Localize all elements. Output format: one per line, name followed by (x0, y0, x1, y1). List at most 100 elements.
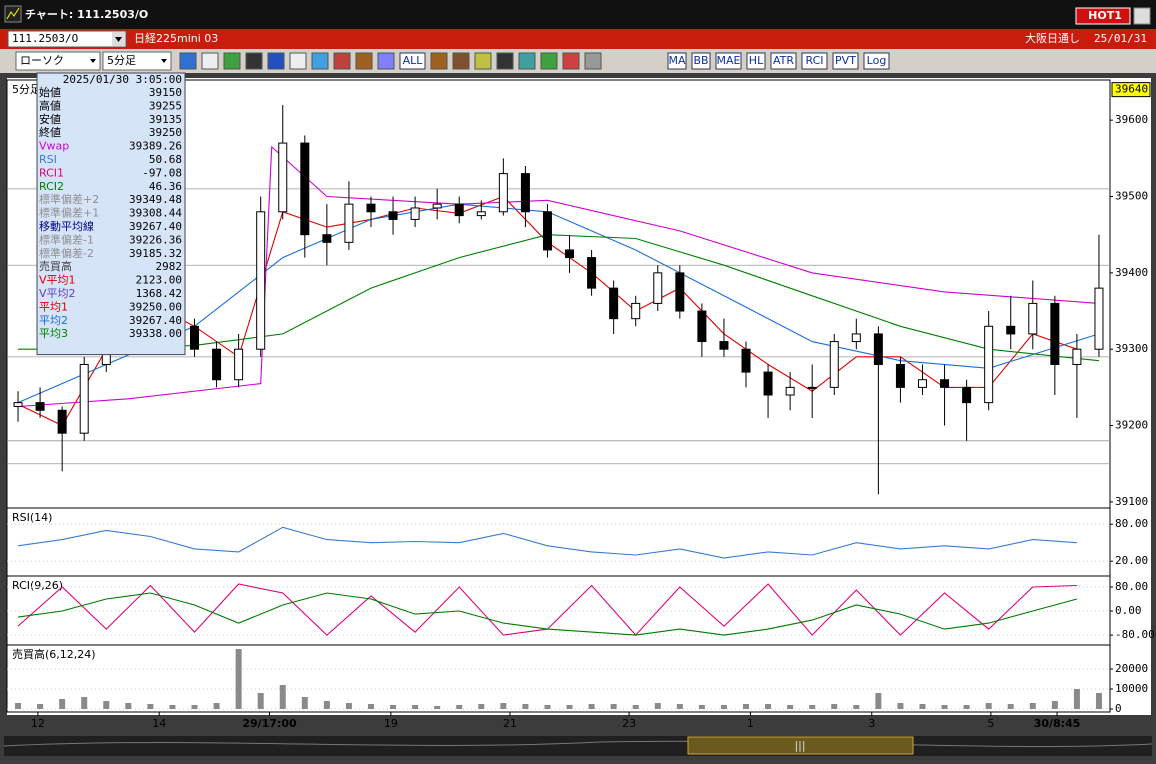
tool-icon[interactable] (179, 52, 197, 70)
tool-button[interactable] (691, 52, 711, 70)
tool-button[interactable] (399, 52, 426, 70)
hot-button[interactable] (1075, 7, 1131, 25)
interval-select[interactable] (102, 51, 172, 71)
session-date: 25/01/31 (1094, 32, 1147, 45)
tool-button-label[interactable]: Log (867, 54, 887, 67)
y-tick-label: 39200 (1115, 419, 1148, 432)
tool-button[interactable] (770, 52, 797, 70)
candle-body (763, 371, 773, 396)
tool-button-label[interactable]: MA (668, 54, 685, 67)
scroll-thumb[interactable] (687, 736, 914, 755)
code-text[interactable]: 111.2503/O (12, 32, 78, 45)
x-tick-label: 12 (31, 717, 45, 730)
tool-button[interactable] (801, 52, 828, 70)
y-tick-label: 39500 (1115, 190, 1148, 203)
candle-body (212, 348, 222, 381)
volume-bar (566, 705, 573, 709)
candle-body (741, 348, 751, 373)
volume-bar (698, 705, 705, 709)
hot-button-label[interactable]: HOT1 (1088, 9, 1122, 22)
info-label: 売買高 (39, 259, 72, 273)
tool-icon[interactable] (333, 52, 351, 70)
volume-bar (169, 705, 176, 709)
info-label: RCI2 (39, 180, 64, 193)
tool-icon[interactable] (474, 52, 492, 70)
tool-icon[interactable] (562, 52, 580, 70)
tool-button-label[interactable]: HL (749, 54, 764, 67)
y-tick-label: 20000 (1115, 662, 1148, 675)
indicator-line (17, 526, 1077, 559)
info-label: 移動平均線 (39, 219, 94, 233)
tool-button[interactable] (746, 52, 766, 70)
tool-icon[interactable] (496, 52, 514, 70)
volume-bar (1095, 693, 1102, 709)
info-value: 39185.32 (129, 247, 182, 260)
tool-icon[interactable] (355, 52, 373, 70)
style-text[interactable]: ローソク (20, 54, 64, 67)
volume-bar (37, 704, 44, 709)
info-label: 標準偏差+2 (39, 192, 99, 206)
candle-body (190, 325, 200, 350)
info-label: 終値 (39, 125, 61, 139)
close-button[interactable] (1133, 7, 1151, 25)
volume-bar (919, 704, 926, 709)
info-value: 46.36 (149, 180, 182, 193)
tool-button-label[interactable]: RCI (805, 54, 823, 67)
candle-body (234, 348, 244, 381)
tool-icon[interactable] (289, 52, 307, 70)
info-value: 39338.00 (129, 327, 182, 340)
tool-icon[interactable] (518, 52, 536, 70)
volume-bar (610, 704, 617, 709)
tool-button[interactable] (715, 52, 742, 70)
candle-body (366, 203, 376, 213)
tool-icon[interactable] (201, 52, 219, 70)
tool-icon[interactable] (245, 52, 263, 70)
tool-button-label[interactable]: PVT (835, 54, 856, 67)
tool-button[interactable] (863, 52, 890, 70)
info-value: 2123.00 (136, 274, 182, 287)
candle-body (653, 272, 663, 304)
x-tick-label: 21 (503, 717, 517, 730)
x-tick-label: 30/8:45 (1034, 717, 1081, 730)
tool-button-label[interactable]: ALL (403, 54, 424, 67)
tool-icon[interactable] (430, 52, 448, 70)
tool-button-label[interactable]: MAE (717, 54, 741, 67)
candle-body (807, 386, 817, 389)
y-tick-label: 39400 (1115, 266, 1148, 279)
code-field[interactable] (7, 30, 127, 48)
tool-icon[interactable] (311, 52, 329, 70)
tool-button[interactable] (667, 52, 687, 70)
volume-bar (59, 699, 66, 709)
volume-bar (434, 706, 441, 709)
candle-body (432, 203, 442, 209)
volume-bar (103, 701, 110, 709)
tool-button[interactable] (832, 52, 859, 70)
interval-text[interactable]: 5分足 (107, 54, 136, 67)
volume-bar (15, 703, 22, 709)
candle-body (940, 379, 950, 388)
tool-icon[interactable] (223, 52, 241, 70)
tool-icon[interactable] (584, 52, 602, 70)
tool-button-label[interactable]: BB (693, 54, 708, 67)
volume-bar (963, 705, 970, 709)
tool-icon[interactable] (267, 52, 285, 70)
tool-button-label[interactable]: ATR (773, 54, 794, 67)
info-value: 39267.40 (129, 314, 182, 327)
tool-icon[interactable] (452, 52, 470, 70)
volume-bar (500, 703, 507, 709)
candle-body (962, 386, 972, 404)
info-label: 安値 (39, 112, 61, 126)
candle-body (278, 142, 288, 213)
style-select[interactable] (15, 51, 101, 71)
volume-bar (941, 705, 948, 709)
dropdown-arrow (90, 59, 96, 63)
x-tick-label: 5 (987, 717, 994, 730)
volume-bar (544, 705, 551, 709)
info-label: RCI1 (39, 166, 64, 179)
tool-icon[interactable] (377, 52, 395, 70)
tool-icon[interactable] (540, 52, 558, 70)
y-tick-label: 39100 (1115, 495, 1148, 508)
candle-body (322, 234, 332, 243)
info-label: V平均1 (39, 274, 76, 287)
